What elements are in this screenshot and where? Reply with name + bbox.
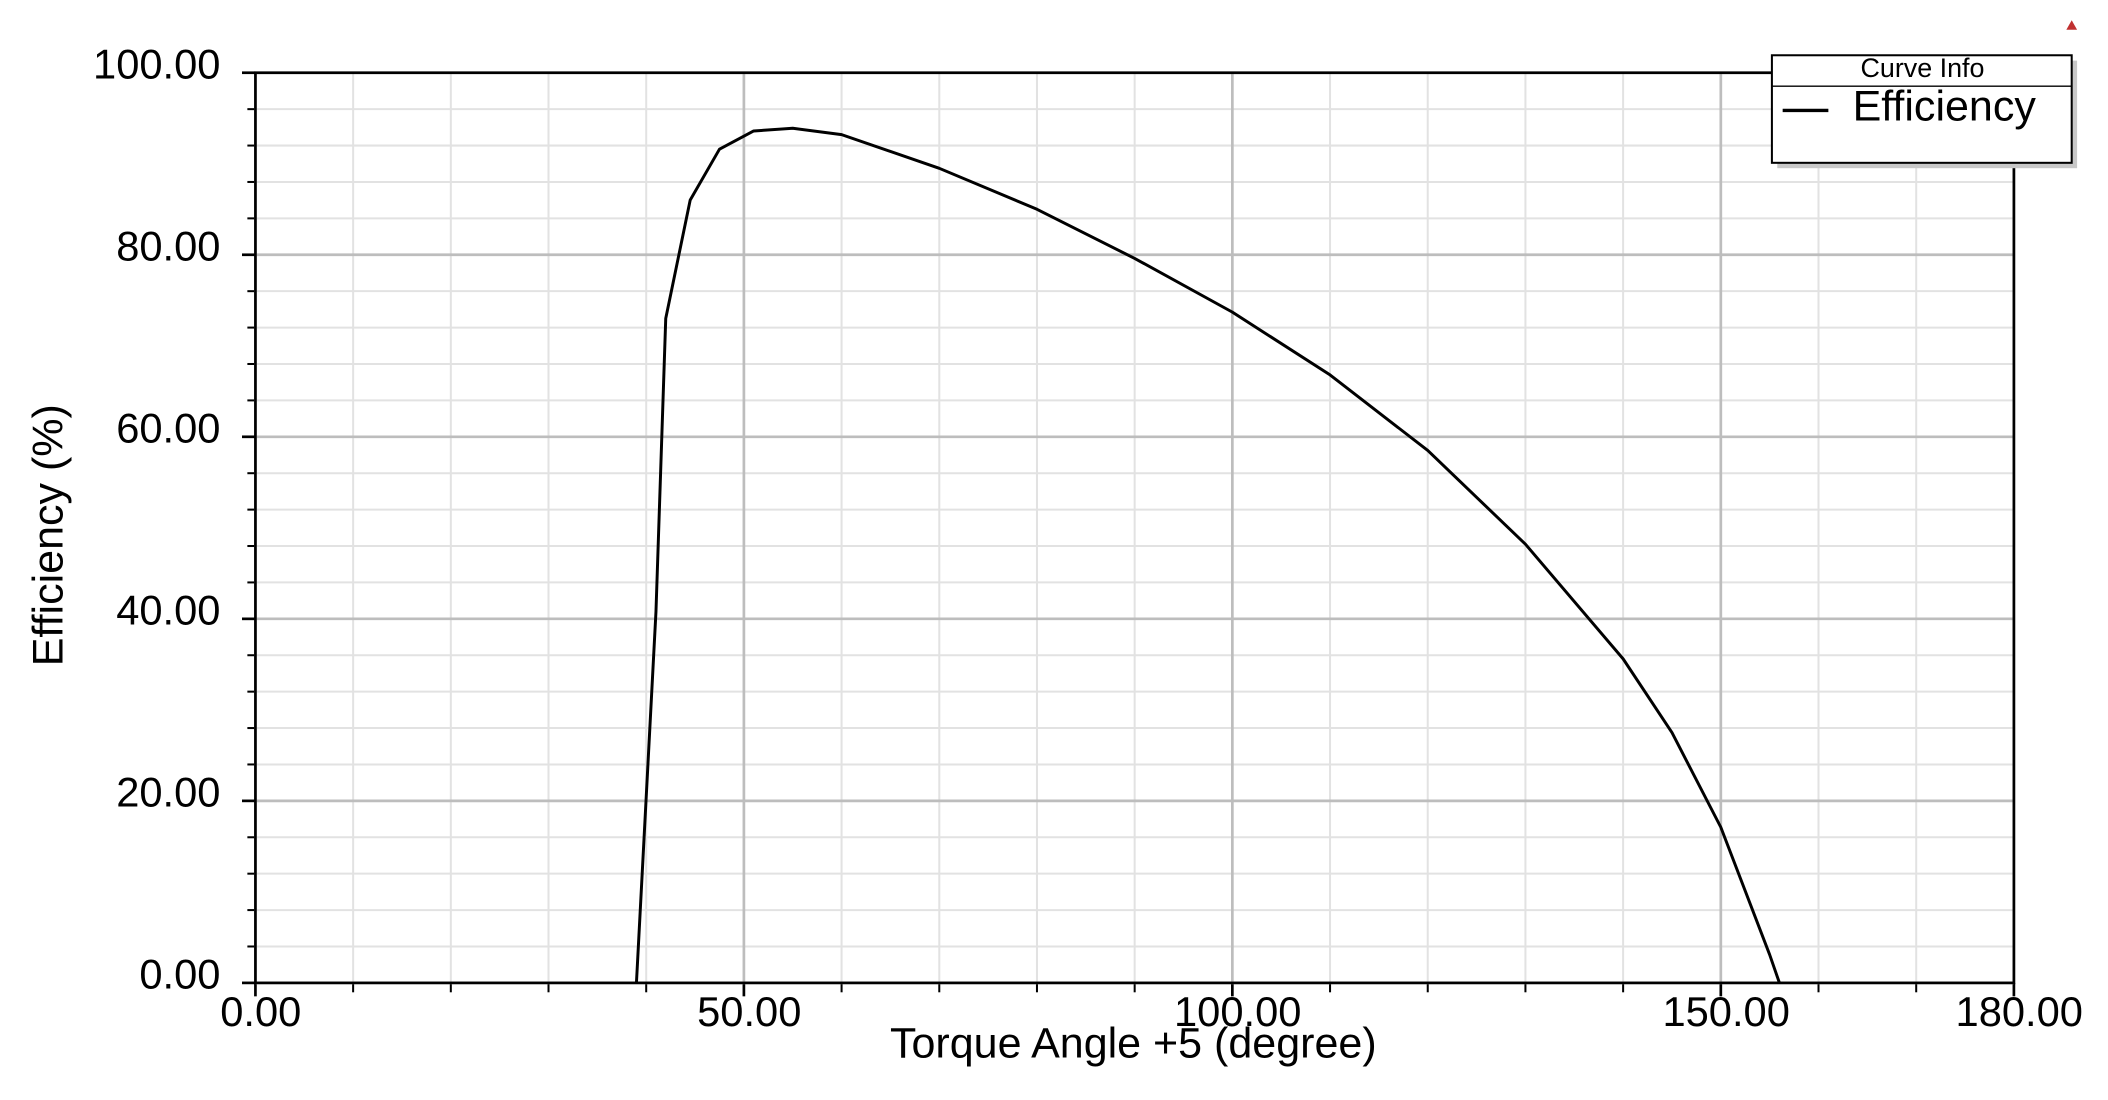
y-tick-label: 60.00 bbox=[116, 404, 220, 451]
y-tick-label: 0.00 bbox=[139, 951, 220, 998]
x-axis-label: Torque Angle +5 (degree) bbox=[890, 1019, 1377, 1067]
data-line bbox=[634, 126, 1781, 984]
y-tick-label: 100.00 bbox=[93, 40, 220, 87]
plot-frame bbox=[254, 71, 2016, 985]
x-tick-label: 50.00 bbox=[697, 988, 801, 1035]
y-tick-label: 20.00 bbox=[116, 768, 220, 815]
y-tick-label: 40.00 bbox=[116, 586, 220, 633]
legend: Curve Info Efficiency bbox=[1770, 53, 2078, 169]
x-tick-label: 100.00 bbox=[1174, 988, 1301, 1035]
marker-icon bbox=[2066, 20, 2078, 30]
marks bbox=[634, 126, 1781, 984]
x-tick-label: 180.00 bbox=[1956, 988, 2083, 1035]
y-tick-label: 80.00 bbox=[116, 222, 220, 269]
y-axis-label: Efficiency (%) bbox=[24, 404, 72, 666]
x-tick-label: 150.00 bbox=[1662, 988, 1789, 1035]
x-tick-label: 0.00 bbox=[220, 988, 301, 1035]
grid bbox=[241, 71, 2016, 997]
legend-title: Curve Info bbox=[1860, 53, 1984, 83]
legend-label: Efficiency bbox=[1853, 82, 2037, 130]
